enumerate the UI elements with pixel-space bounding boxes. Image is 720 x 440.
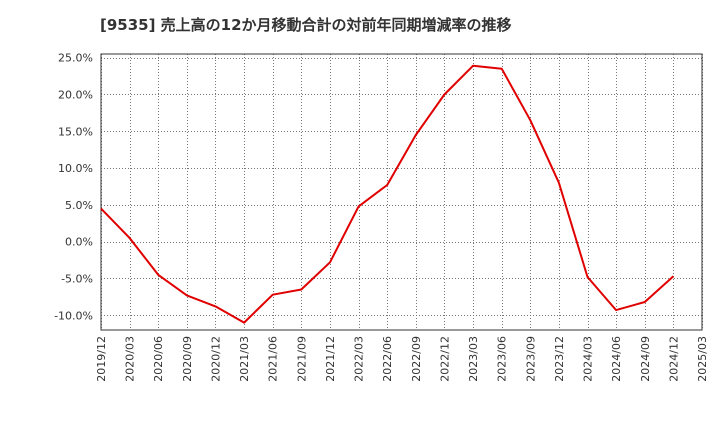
y-tick-label: 20.0% <box>58 88 93 101</box>
x-tick-label: 2023/06 <box>496 336 509 382</box>
x-tick-label: 2022/06 <box>381 336 394 382</box>
y-axis: 25.0% 20.0% 15.0% 10.0% 5.0% 0.0% -5.0% -10.0% <box>54 52 93 323</box>
x-tick-label: 2025/03 <box>696 336 709 382</box>
x-tick-label: 2021/09 <box>295 336 308 382</box>
x-tick-label: 2023/12 <box>553 336 566 382</box>
y-tick-label: 5.0% <box>65 199 93 212</box>
x-tick-label: 2021/03 <box>238 336 251 382</box>
x-tick-label: 2021/12 <box>324 336 337 382</box>
x-tick-label: 2020/12 <box>209 336 222 382</box>
x-tick-label: 2024/12 <box>667 336 680 382</box>
y-tick-label: -5.0% <box>61 272 93 285</box>
x-tick-label: 2022/12 <box>438 336 451 382</box>
x-tick-label: 2020/09 <box>181 336 194 382</box>
x-tick-label: 2024/06 <box>610 336 623 382</box>
x-tick-label: 2020/06 <box>152 336 165 382</box>
x-tick-label: 2023/09 <box>524 336 537 382</box>
x-tick-label: 2021/06 <box>267 336 280 382</box>
x-tick-label: 2024/09 <box>639 336 652 382</box>
y-tick-label: 15.0% <box>58 125 93 138</box>
series-line <box>100 64 675 324</box>
y-tick-label: -10.0% <box>54 309 93 322</box>
plot-area <box>100 53 703 331</box>
series-layer <box>100 64 675 324</box>
x-tick-label: 2019/12 <box>95 336 108 382</box>
grid <box>101 54 703 330</box>
y-tick-label: 25.0% <box>58 52 93 65</box>
y-tick-label: 10.0% <box>58 162 93 175</box>
x-tick-label: 2022/03 <box>353 336 366 382</box>
x-tick-label: 2020/03 <box>124 336 137 382</box>
x-tick-label: 2022/09 <box>410 336 423 382</box>
x-axis: 2019/12 2020/03 2020/06 2020/09 2020/12 2021/… <box>95 336 709 382</box>
y-tick-label: 0.0% <box>65 236 93 249</box>
x-tick-label: 2024/03 <box>582 336 595 382</box>
x-tick-label: 2023/03 <box>467 336 480 382</box>
chart-title: [9535] 売上高の12か月移動合計の対前年同期増減率の推移 <box>100 16 512 34</box>
